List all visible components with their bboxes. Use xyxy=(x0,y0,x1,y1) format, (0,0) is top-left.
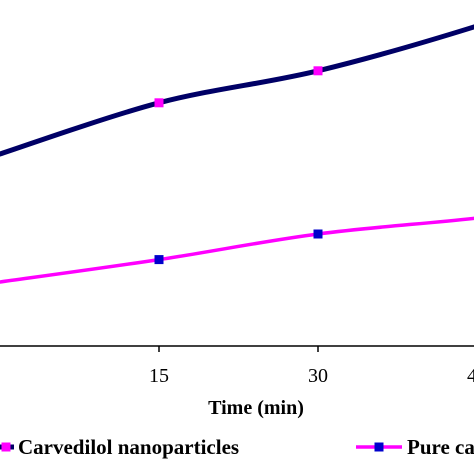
x-tick-label: 45 xyxy=(467,365,474,387)
data-point-marker xyxy=(154,255,164,265)
legend-label-2: Pure ca xyxy=(407,435,474,459)
legend: Carvedilol nanoparticles Pure ca xyxy=(0,435,474,459)
legend-label-1: Carvedilol nanoparticles xyxy=(18,435,239,459)
x-axis-title: Time (min) xyxy=(208,397,304,419)
x-tick-label: 30 xyxy=(308,365,328,387)
data-point-marker xyxy=(313,229,323,239)
x-tick-label: 15 xyxy=(149,365,169,387)
legend-marker-1 xyxy=(1,442,11,452)
x-axis: 15 30 45 xyxy=(0,345,474,387)
series-line-2 xyxy=(0,216,474,284)
legend-marker-2 xyxy=(374,442,384,452)
series-line-1 xyxy=(0,24,474,157)
data-point-marker xyxy=(313,66,323,76)
plot-area xyxy=(0,24,474,284)
data-point-marker xyxy=(154,98,164,108)
